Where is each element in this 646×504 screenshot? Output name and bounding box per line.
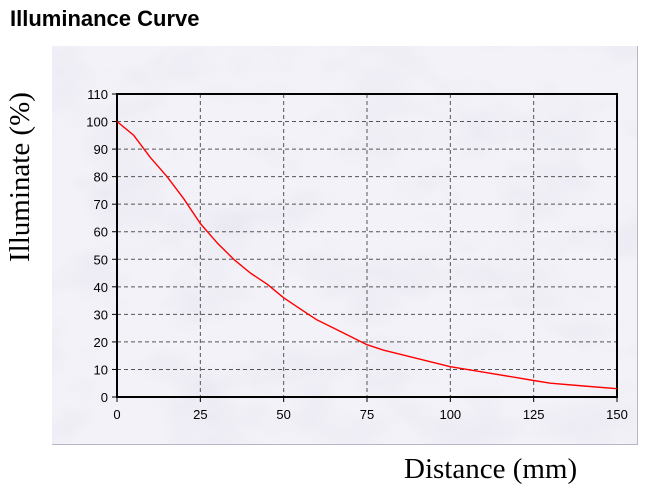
- y-tick-label: 40: [94, 280, 108, 295]
- y-tick-label: 90: [94, 142, 108, 157]
- x-tick-label: 0: [113, 407, 120, 422]
- y-tick-label: 110: [87, 87, 108, 102]
- y-tick-label: 10: [94, 362, 108, 377]
- x-tick-label: 125: [523, 407, 545, 422]
- y-tick-label: 50: [94, 252, 108, 267]
- y-tick-labels: 0 10 20 30 40 50 60 70 80 90 100 110: [86, 87, 117, 405]
- series-line: [116, 120, 618, 390]
- x-tick-label: 150: [606, 407, 628, 422]
- x-tick-label: 25: [193, 407, 207, 422]
- x-tick-labels: 0 25 50 75 100 125 150: [113, 397, 628, 422]
- x-tick-label: 50: [276, 407, 290, 422]
- plot-panel-marble: [52, 46, 637, 444]
- grid-lines: [117, 94, 617, 397]
- y-tick-label: 60: [94, 225, 108, 240]
- x-tick-label: 75: [360, 407, 374, 422]
- y-tick-label: 0: [101, 390, 108, 405]
- chart-title: Illuminance Curve: [10, 6, 200, 31]
- y-tick-label: 70: [94, 197, 108, 212]
- series-group: [116, 120, 618, 390]
- plot-frame: [116, 93, 618, 398]
- y-tick-label: 30: [94, 307, 108, 322]
- y-tick-label: 100: [86, 115, 108, 130]
- y-tick-label: 80: [94, 170, 108, 185]
- x-axis-label: Distance (mm): [404, 453, 578, 485]
- x-tick-label: 100: [439, 407, 461, 422]
- y-tick-label: 20: [94, 335, 108, 350]
